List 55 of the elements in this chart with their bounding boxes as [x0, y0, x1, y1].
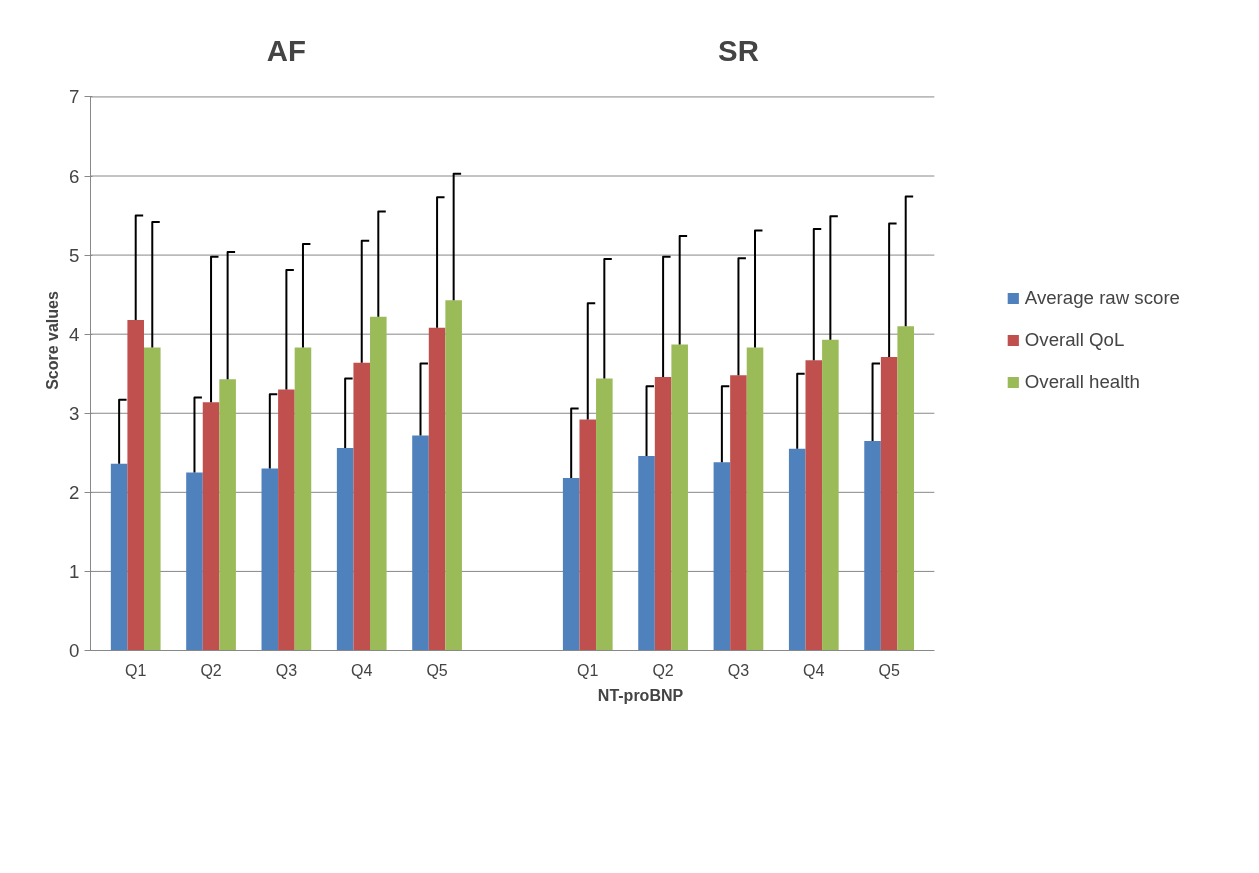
bar: [370, 316, 387, 651]
y-tick-label: 4: [69, 323, 80, 345]
x-tick-label: Q3: [727, 661, 750, 679]
y-tick-label: 0: [69, 640, 80, 661]
bar: [428, 327, 446, 651]
bar: [746, 347, 764, 651]
bar: [219, 379, 236, 651]
y-tick-label: 7: [69, 86, 80, 108]
bar: [412, 435, 429, 651]
y-tick-label: 1: [69, 560, 80, 582]
bar: [788, 448, 806, 651]
x-tick-label: Q3: [275, 661, 298, 679]
text: SR: [718, 33, 759, 67]
bar: [127, 319, 144, 651]
bar: [202, 402, 220, 651]
x-tick-label: Q1: [577, 661, 599, 679]
y-tick-label: 6: [69, 165, 80, 187]
bar: [713, 462, 731, 651]
bar: [186, 472, 203, 651]
bar: [897, 326, 914, 651]
bar: [579, 419, 597, 651]
bar: [562, 478, 580, 651]
bar: [110, 463, 128, 651]
bar: [143, 347, 161, 651]
x-tick-label: Q4: [351, 661, 373, 679]
legend-label: Overall QoL: [1024, 329, 1125, 351]
text: AF: [266, 33, 306, 67]
x-tick-label: Q4: [803, 661, 825, 679]
legend-label: Average raw score: [1024, 287, 1180, 309]
bar: [336, 448, 354, 651]
y-tick-label: 3: [69, 402, 80, 424]
x-tick-label: Q2: [200, 661, 222, 679]
y-axis-title: Score values: [44, 291, 62, 390]
x-axis-title: NT-proBNP: [597, 686, 684, 704]
x-tick-label: Q5: [426, 661, 448, 679]
bar: [805, 360, 823, 651]
x-tick-label: Q2: [652, 661, 674, 679]
bar: [880, 357, 898, 651]
bar: [822, 339, 839, 651]
bar: [261, 468, 279, 651]
bar: [353, 362, 371, 651]
bar: [278, 389, 295, 651]
y-tick-label: 2: [69, 481, 80, 503]
y-tick-label: 5: [69, 244, 80, 266]
bar: [294, 347, 312, 651]
x-tick-label: Q5: [878, 661, 900, 679]
bar: [445, 300, 462, 651]
bar: [596, 378, 613, 651]
bar: [730, 375, 747, 651]
bar: [864, 440, 881, 651]
bar: [654, 376, 672, 651]
bar: [671, 344, 688, 651]
x-tick-label: Q1: [125, 661, 147, 679]
legend-label: Overall health: [1024, 371, 1140, 393]
bar: [638, 455, 655, 651]
